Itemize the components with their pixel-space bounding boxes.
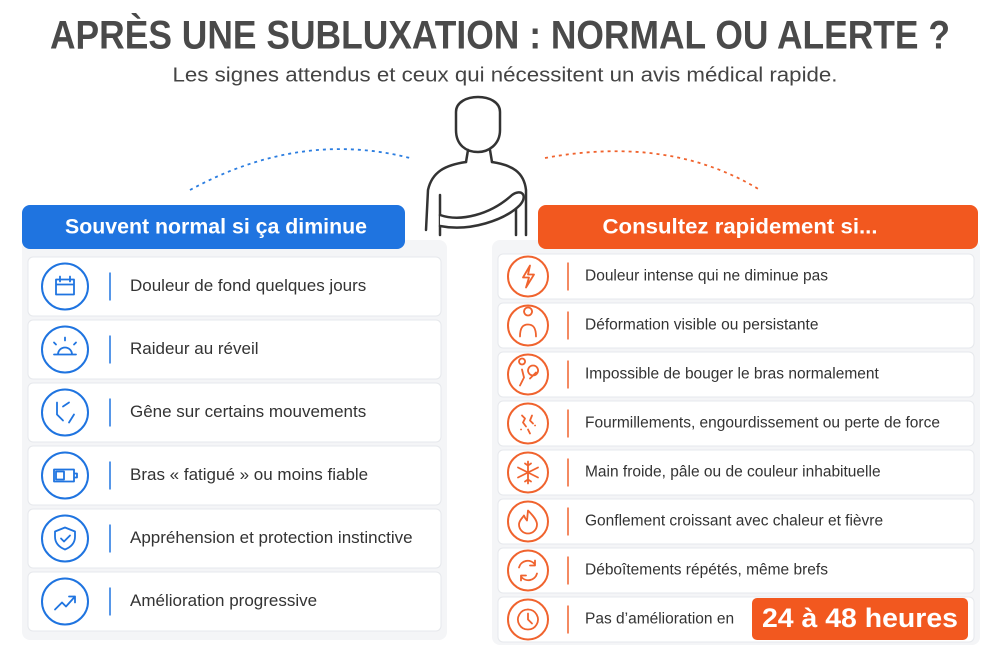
icon [56, 401, 75, 424]
item-text: Appréhension et protection instinctive [130, 528, 413, 547]
icon [522, 264, 535, 289]
dotted-arc [544, 150, 761, 191]
item-text: Fourmillements, engourdissement ou perte… [585, 415, 940, 432]
highlight-box [752, 598, 968, 640]
item-text: Raideur au réveil [130, 339, 259, 358]
row [497, 400, 975, 447]
icon-circle [507, 304, 549, 347]
icon-circle [507, 353, 549, 396]
icon-circle [41, 325, 89, 374]
row [497, 351, 975, 398]
row [27, 445, 442, 506]
icon [55, 275, 75, 296]
icon [53, 336, 77, 356]
icon [518, 509, 538, 535]
dotted-arc [189, 148, 411, 191]
item-text: Déformation visible ou persistante [585, 317, 818, 334]
subtitle: Les signes attendus et ceux qui nécessit… [173, 64, 838, 86]
person-figure [424, 95, 528, 237]
panel-heading-bar [22, 205, 405, 249]
item-text: Main froide, pâle ou de couleur inhabitu… [585, 464, 881, 481]
row [27, 508, 442, 569]
icon [54, 526, 76, 551]
icon-circle [507, 255, 549, 298]
icon [520, 414, 536, 435]
icon-circle [41, 262, 89, 311]
panel-heading-bar [538, 205, 978, 249]
row [497, 302, 975, 349]
icon-circle [507, 402, 549, 445]
icon [54, 595, 76, 611]
icon [518, 559, 538, 582]
item-text: Pas d’amélioration en [585, 611, 734, 628]
icon [517, 460, 539, 485]
icon-circle [507, 549, 549, 592]
item-text: Amélioration progressive [130, 591, 317, 610]
icon-circle [41, 514, 89, 563]
row [27, 571, 442, 632]
item-text: Déboîtements répétés, même brefs [585, 562, 828, 579]
item-text: Gêne sur certains mouvements [130, 402, 366, 421]
panel-heading: Consultez rapidement si... [603, 216, 878, 239]
row [27, 382, 442, 443]
icon-circle [507, 500, 549, 543]
item-text: Douleur intense qui ne diminue pas [585, 268, 828, 285]
title: APRÈS UNE SUBLUXATION : NORMAL OU ALERTE… [50, 13, 950, 58]
item-text: Gonflement croissant avec chaleur et fiè… [585, 513, 883, 530]
row [27, 256, 442, 317]
icon [517, 608, 539, 631]
panel-heading: Souvent normal si ça diminue [65, 216, 367, 239]
icon-circle [41, 577, 89, 626]
row [27, 319, 442, 380]
icon-circle [41, 451, 89, 500]
item-text: Douleur de fond quelques jours [130, 276, 366, 295]
rows: Douleur de fond quelques jours Raideur au… [27, 253, 975, 643]
row [497, 253, 975, 300]
icon [53, 468, 78, 483]
row [497, 498, 975, 545]
item-text: Bras « fatigué » ou moins fiable [130, 465, 368, 484]
icon [519, 306, 537, 338]
row [497, 547, 975, 594]
row [497, 449, 975, 496]
icon [518, 357, 539, 387]
icon-circle [41, 388, 89, 437]
highlight-text: 24 à 48 heures [762, 603, 958, 633]
item-text: Impossible de bouger le bras normalement [585, 366, 879, 383]
